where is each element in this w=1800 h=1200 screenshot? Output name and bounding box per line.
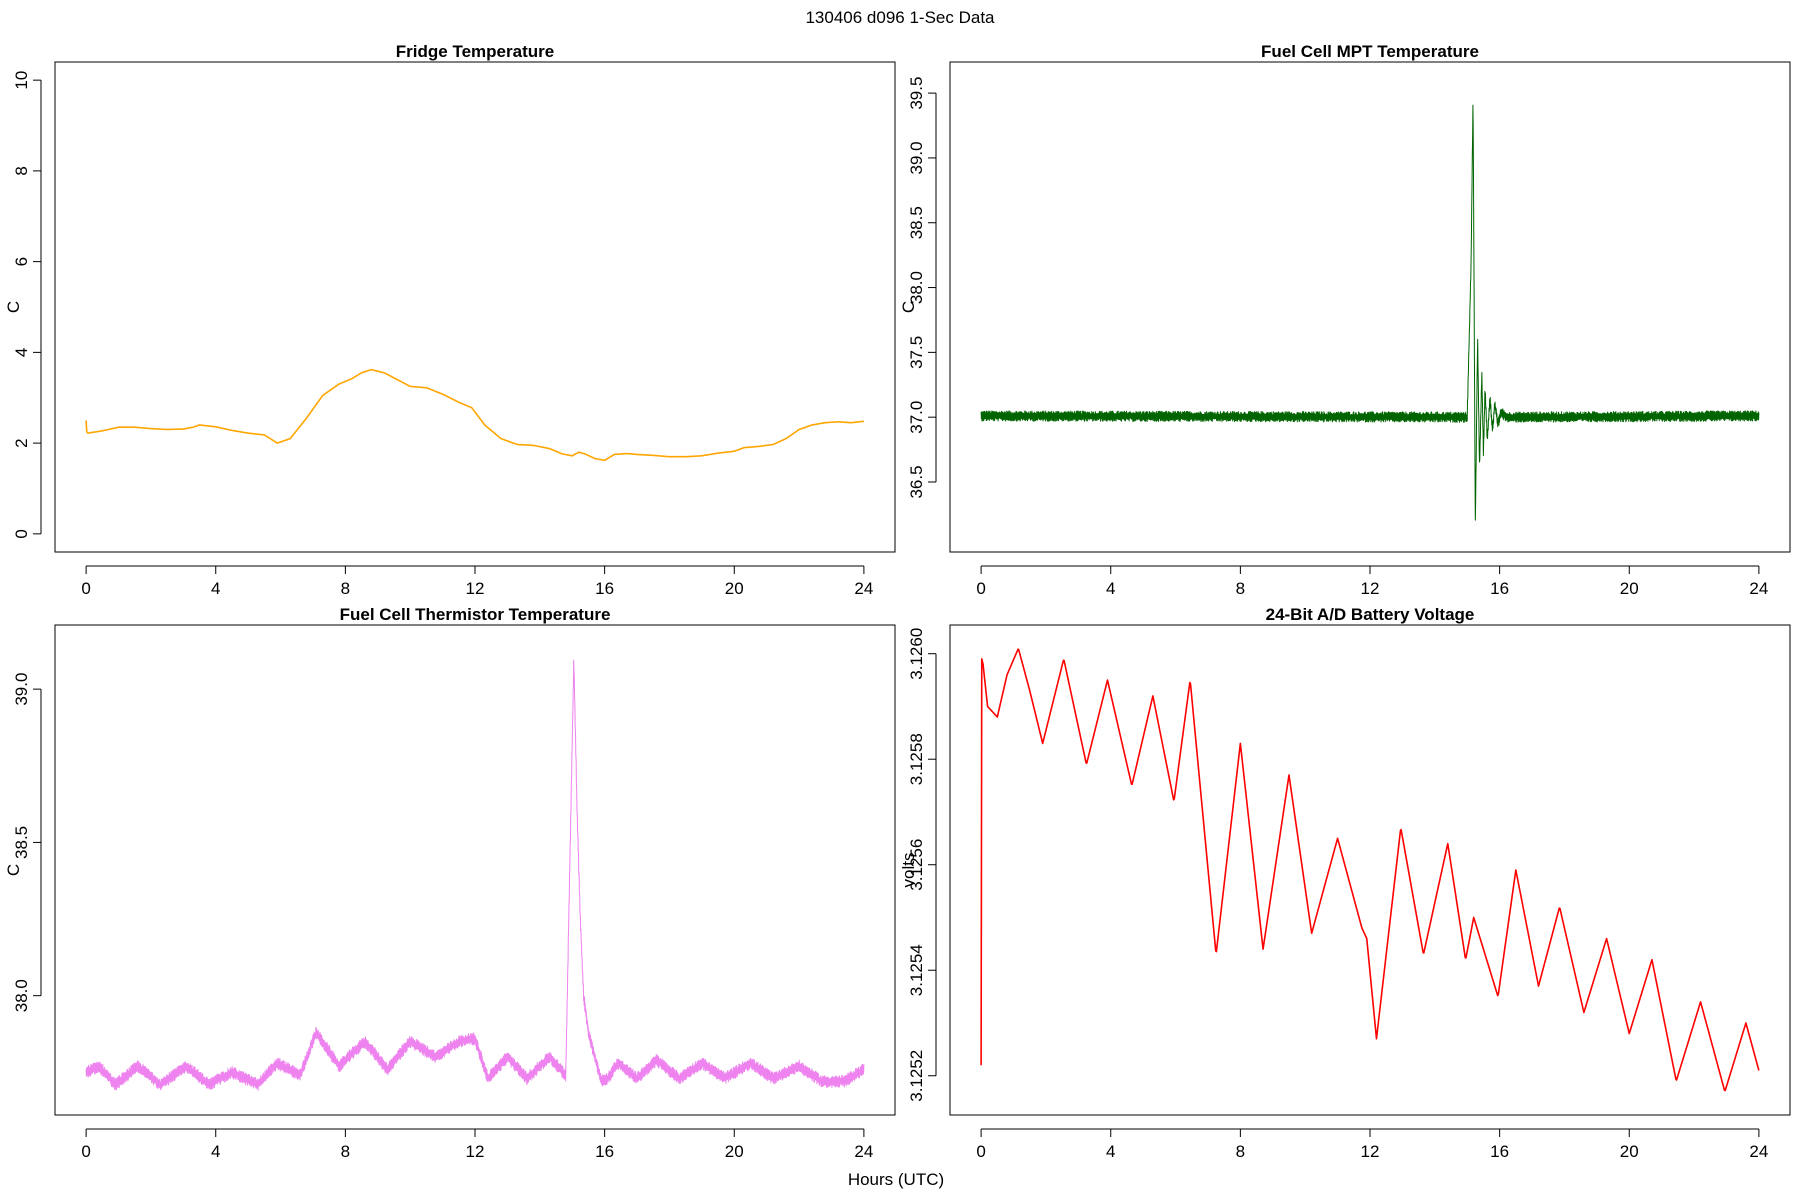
mpt-y-tick-label: 38.0	[907, 271, 926, 304]
fridge-plot-frame	[54, 61, 896, 553]
mpt-y-tick-label: 39.5	[907, 77, 926, 110]
mpt-series-line	[980, 104, 1760, 521]
thermistor-plot-frame	[54, 624, 896, 1116]
mpt-y-tick-label: 37.5	[907, 336, 926, 369]
thermistor-x-tick-label: 8	[341, 1142, 350, 1161]
mpt-y-tick-label: 39.0	[907, 141, 926, 174]
thermistor-y-tick-label: 38.0	[12, 979, 31, 1012]
figure-title: 130406 d096 1-Sec Data	[805, 8, 995, 27]
voltage-x-tick-label: 20	[1620, 1142, 1639, 1161]
voltage-x-tick-label: 12	[1361, 1142, 1380, 1161]
thermistor-ylabel: C	[4, 864, 23, 876]
panel-mpt: Fuel Cell MPT Temperature C 0 4 8 12 16 20 24 36.…	[899, 42, 1791, 598]
voltage-ylabel: volts	[899, 853, 918, 888]
mpt-x-tick-label: 24	[1749, 579, 1768, 598]
voltage-plot-frame	[949, 624, 1791, 1116]
mpt-plot-frame	[949, 61, 1791, 553]
mpt-x-tick-label: 4	[1106, 579, 1115, 598]
voltage-x-tick-label: 8	[1236, 1142, 1245, 1161]
voltage-x-tick-label: 24	[1749, 1142, 1768, 1161]
panel-voltage: 24-Bit A/D Battery Voltage volts 0 4 8 12 16 20…	[899, 605, 1791, 1161]
thermistor-y-tick-label: 38.5	[12, 826, 31, 859]
thermistor-title: Fuel Cell Thermistor Temperature	[340, 605, 611, 624]
fridge-x-tick-label: 0	[81, 579, 90, 598]
fridge-y-tick-label: 8	[12, 166, 31, 175]
mpt-x-tick-label: 20	[1620, 579, 1639, 598]
mpt-x-tick-label: 0	[976, 579, 985, 598]
voltage-x-tick-label: 0	[976, 1142, 985, 1161]
mpt-y-tick-label: 37.0	[907, 401, 926, 434]
fridge-y-tick-label: 0	[12, 529, 31, 538]
fridge-title: Fridge Temperature	[396, 42, 554, 61]
voltage-y-tick-label: 3.1258	[907, 733, 926, 785]
thermistor-x-tick-label: 24	[854, 1142, 873, 1161]
fridge-x-tick-label: 20	[725, 579, 744, 598]
figure-xlabel: Hours (UTC)	[848, 1170, 944, 1189]
voltage-x-tick-label: 4	[1106, 1142, 1115, 1161]
mpt-title: Fuel Cell MPT Temperature	[1261, 42, 1479, 61]
voltage-y-tick-label: 3.1252	[907, 1050, 926, 1102]
fridge-ylabel: C	[4, 301, 23, 313]
fridge-y-tick-label: 2	[12, 438, 31, 447]
fridge-x-tick-label: 8	[341, 579, 350, 598]
fridge-y-tick-label: 4	[12, 348, 31, 357]
fridge-x-tick-label: 16	[595, 579, 614, 598]
fridge-y-tick-label: 10	[12, 71, 31, 90]
fridge-series-line	[85, 368, 865, 462]
fridge-y-tick-label: 6	[12, 257, 31, 266]
thermistor-series-line	[85, 659, 865, 1091]
panel-thermistor: Fuel Cell Thermistor Temperature C 0 4 8 12 16…	[4, 605, 896, 1161]
voltage-y-tick-label: 3.1256	[907, 839, 926, 891]
voltage-y-tick-label: 3.1254	[907, 944, 926, 996]
voltage-x-tick-label: 16	[1490, 1142, 1509, 1161]
fridge-x-tick-label: 24	[854, 579, 873, 598]
mpt-x-tick-label: 16	[1490, 579, 1509, 598]
thermistor-y-tick-label: 39.0	[12, 673, 31, 706]
mpt-y-tick-label: 36.5	[907, 465, 926, 498]
mpt-y-tick-label: 38.5	[907, 206, 926, 239]
thermistor-x-tick-label: 20	[725, 1142, 744, 1161]
fridge-x-tick-label: 4	[211, 579, 220, 598]
mpt-x-tick-label: 12	[1361, 579, 1380, 598]
voltage-series-line	[980, 648, 1760, 1092]
voltage-y-tick-label: 3.1260	[907, 628, 926, 680]
voltage-title: 24-Bit A/D Battery Voltage	[1266, 605, 1475, 624]
fridge-x-tick-label: 12	[466, 579, 485, 598]
thermistor-x-tick-label: 16	[595, 1142, 614, 1161]
thermistor-x-tick-label: 0	[81, 1142, 90, 1161]
mpt-x-tick-label: 8	[1236, 579, 1245, 598]
thermistor-x-tick-label: 4	[211, 1142, 220, 1161]
mpt-ylabel: C	[899, 301, 918, 313]
thermistor-x-tick-label: 12	[466, 1142, 485, 1161]
